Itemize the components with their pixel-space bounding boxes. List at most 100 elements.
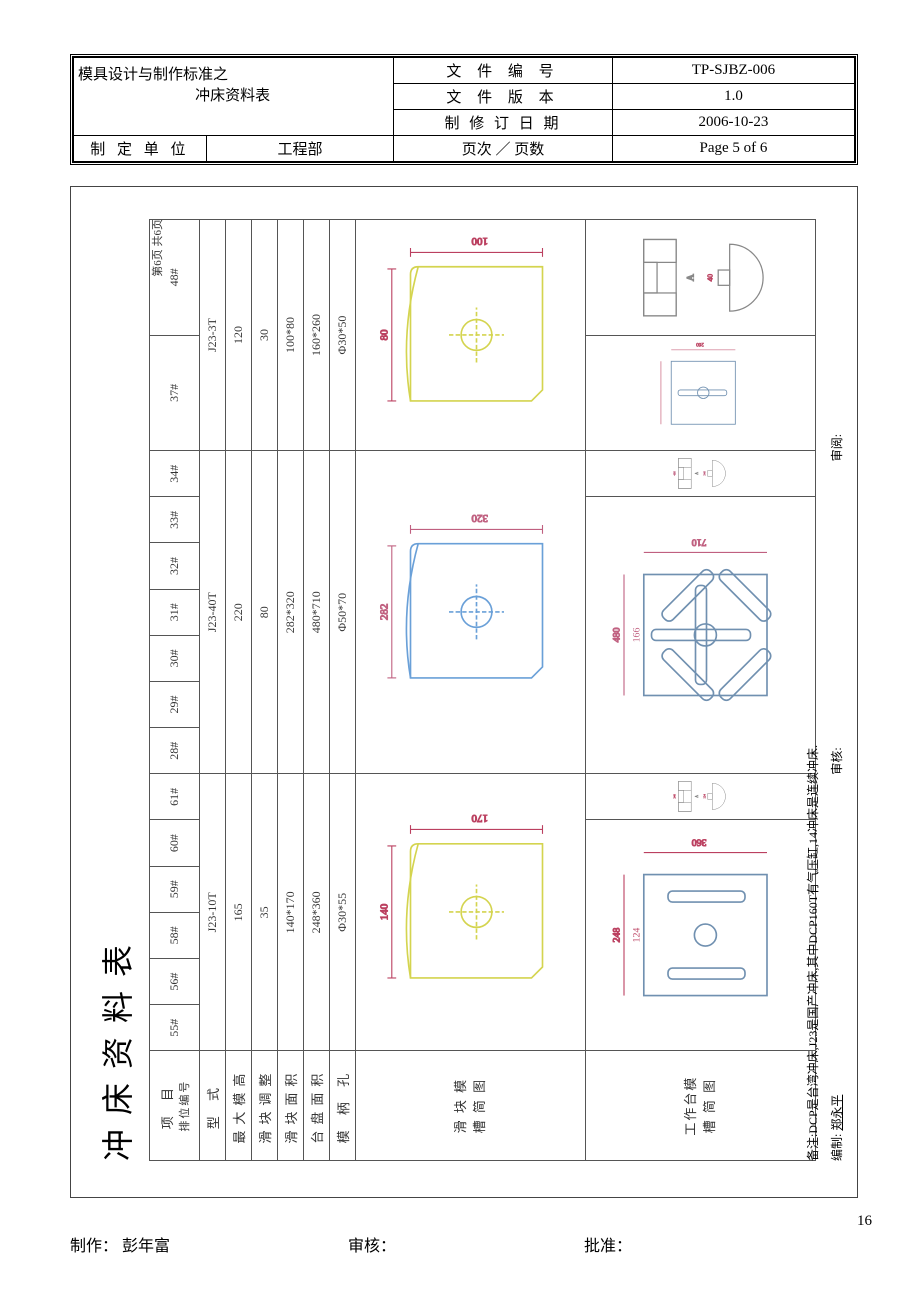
svg-text:A: A — [694, 472, 698, 475]
diagram-cell: 80 100 — [356, 220, 586, 451]
doc-title: 冲床资料表 — [78, 84, 387, 105]
page-value: Page 5 of 6 — [612, 136, 854, 162]
data-cell: 35 — [252, 774, 278, 1051]
data-cell: 480*710 — [304, 451, 330, 774]
notch-diagram: A 40 — [591, 220, 811, 335]
position-cell: 28# — [150, 728, 200, 774]
svg-text:166: 166 — [631, 628, 642, 643]
position-cell: 31# — [150, 589, 200, 635]
svg-text:480: 480 — [672, 471, 676, 476]
row-label: 模 柄 孔 — [330, 1051, 356, 1161]
sheet-title: 冲床资料表 — [93, 931, 139, 1161]
data-cell: Φ50*70 — [330, 451, 356, 774]
table-diagram: 260 — [591, 336, 811, 450]
notch-cell: A 248 124 — [586, 774, 816, 820]
diagram-cell: 248 360 124 — [586, 820, 816, 1051]
diagram-cell: 140 170 — [356, 774, 586, 1051]
date-label: 制 修 订 日 期 — [394, 110, 613, 136]
date-value: 2006-10-23 — [612, 110, 854, 136]
position-cell: 59# — [150, 866, 200, 912]
svg-text:360: 360 — [691, 837, 706, 848]
data-cell: 160*260 — [304, 220, 330, 451]
data-cell: 282*320 — [278, 451, 304, 774]
header-table: 模具设计与制作标准之 冲床资料表 文 件 编 号 TP-SJBZ-006 文 件… — [73, 57, 855, 162]
svg-text:170: 170 — [471, 813, 488, 825]
svg-text:710: 710 — [691, 537, 706, 548]
row-label: 最大模高 — [226, 1051, 252, 1161]
footer-maker: 彭年富 — [122, 1232, 170, 1256]
inner-sign-row: 编制: 郑永平 审核: 审阅: — [828, 219, 845, 1161]
footer-make-label: 制作： — [70, 1232, 118, 1256]
data-cell: Φ30*50 — [330, 220, 356, 451]
version-label: 文 件 版 本 — [394, 84, 613, 110]
data-cell: 140*170 — [278, 774, 304, 1051]
rotated-sheet: 冲床资料表 第6页 共6页 项 目排位编号55#56#58#59#60#61#2… — [71, 187, 858, 1198]
svg-text:340: 340 — [702, 471, 706, 476]
svg-text:A: A — [685, 274, 696, 281]
footer-review-label: 审核： — [348, 1232, 396, 1256]
svg-text:480: 480 — [611, 628, 622, 643]
row-label: 滑块面积 — [278, 1051, 304, 1161]
notch-diagram: A 480 340 — [591, 451, 811, 496]
data-cell: 165 — [226, 774, 252, 1051]
position-cell: 61# — [150, 774, 200, 820]
diagram-cell: 480 710 166 — [586, 497, 816, 774]
diagram-row-label: 滑 块 模槽 简 图 — [356, 1051, 586, 1161]
position-cell: 33# — [150, 497, 200, 543]
data-cell: 120 — [226, 220, 252, 451]
position-cell: 34# — [150, 451, 200, 497]
notch-diagram: A 248 124 — [591, 774, 811, 819]
data-cell: J23-3T — [200, 220, 226, 451]
svg-text:248: 248 — [611, 928, 622, 943]
data-cell: 248*360 — [304, 774, 330, 1051]
diagram-cell: 260 — [586, 335, 816, 450]
header-frame: 模具设计与制作标准之 冲床资料表 文 件 编 号 TP-SJBZ-006 文 件… — [70, 54, 858, 165]
slider-diagram: 80 100 — [361, 220, 581, 450]
position-cell: 58# — [150, 912, 200, 958]
data-cell: 30 — [252, 220, 278, 451]
position-cell: 30# — [150, 635, 200, 681]
position-cell: 37# — [150, 335, 200, 450]
footer-sign-row: 制作： 彭年富 审核： 批准： — [70, 1232, 858, 1256]
svg-text:140: 140 — [378, 904, 390, 921]
slider-diagram: 282 320 — [361, 451, 581, 773]
page-label: 页次 ／ 页数 — [394, 136, 613, 162]
title-prefix: 模具设计与制作标准之 — [78, 63, 387, 84]
table-diagram: 480 710 166 — [591, 497, 811, 773]
position-cell: 29# — [150, 681, 200, 727]
svg-text:40: 40 — [705, 273, 714, 281]
footnote: 备注:DCP是台湾冲床,J23是国产冲床,其中DCP160T有气压缸,14冲床是… — [804, 219, 821, 1161]
svg-text:124: 124 — [702, 794, 706, 799]
doc-no-value: TP-SJBZ-006 — [612, 58, 854, 84]
diagram-cell: 282 320 — [356, 451, 586, 774]
data-cell: 80 — [252, 451, 278, 774]
data-cell: J23-40T — [200, 451, 226, 774]
svg-text:80: 80 — [378, 329, 390, 341]
svg-text:124: 124 — [631, 928, 642, 943]
data-cell: Φ30*55 — [330, 774, 356, 1051]
notch-cell: A 480 340 — [586, 451, 816, 497]
item-pos-header: 项 目排位编号 — [150, 1051, 200, 1161]
position-cell: 32# — [150, 543, 200, 589]
row-label: 滑块调整 — [252, 1051, 278, 1161]
diagram-row-label: 工作台模槽 简 图 — [586, 1051, 816, 1161]
svg-text:320: 320 — [471, 512, 488, 524]
position-cell: 55# — [150, 1005, 200, 1051]
svg-text:248: 248 — [672, 794, 676, 799]
dept-value: 工程部 — [206, 136, 393, 162]
row-label: 台盘面积 — [304, 1051, 330, 1161]
position-cell: 48# — [150, 220, 200, 336]
data-cell: 100*80 — [278, 220, 304, 451]
version-value: 1.0 — [612, 84, 854, 110]
svg-text:260: 260 — [695, 341, 703, 347]
position-cell: 56# — [150, 958, 200, 1004]
drawing-frame: 冲床资料表 第6页 共6页 项 目排位编号55#56#58#59#60#61#2… — [70, 186, 858, 1198]
doc-no-label: 文 件 编 号 — [394, 58, 613, 84]
dept-label: 制 定 单 位 — [74, 136, 207, 162]
inner-make-label: 编制: — [828, 1134, 845, 1161]
svg-text:A: A — [694, 795, 698, 798]
notch-cell: A 40 — [586, 220, 816, 336]
data-cell: 220 — [226, 451, 252, 774]
table-diagram: 248 360 124 — [591, 820, 811, 1050]
inner-approve-label: 审阅: — [828, 434, 845, 461]
